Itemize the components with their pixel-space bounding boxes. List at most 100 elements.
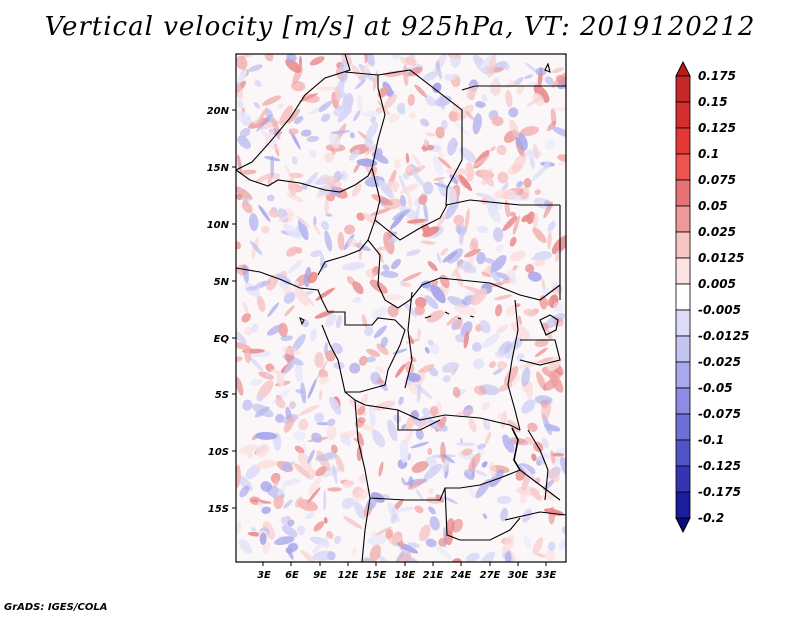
velocity-cell [377,86,389,98]
velocity-cell [393,414,401,423]
velocity-cell [311,432,323,443]
velocity-cell [494,350,506,359]
latitude-axis [232,109,236,509]
velocity-cell [272,118,281,140]
velocity-cell [523,178,532,188]
velocity-cell [236,186,253,200]
velocity-cell [408,66,423,77]
velocity-cell [454,270,464,288]
velocity-cell [548,541,556,551]
velocity-cell [401,423,407,430]
lon-label: 3E [257,570,271,581]
velocity-cell [511,152,527,173]
velocity-cell [313,521,325,532]
velocity-cell [324,542,330,549]
velocity-cell [398,107,406,115]
velocity-cell [480,323,487,332]
velocity-cell [507,419,521,433]
colorbar-label: -0.2 [698,511,724,525]
velocity-cell [456,259,477,274]
velocity-cell [339,170,349,181]
velocity-cell [337,231,345,251]
velocity-cell [248,64,263,72]
velocity-cell [291,156,298,165]
velocity-cell [411,170,427,189]
velocity-cell [453,140,459,147]
velocity-cell [476,225,489,234]
velocity-cell [533,84,550,103]
velocity-cell [552,452,565,457]
velocity-cell [441,362,460,373]
velocity-cell [349,362,361,374]
lat-label: 5S [215,390,229,401]
velocity-cell [515,132,528,151]
velocity-cell [475,478,492,499]
velocity-cell [264,54,274,62]
velocity-cell [285,58,302,73]
velocity-cell [525,263,535,274]
velocity-cell [435,62,442,80]
velocity-cell [283,415,295,433]
velocity-cell [390,513,398,524]
velocity-cell [534,347,548,358]
lon-label: 15E [366,570,387,581]
velocity-cell [256,444,270,458]
velocity-cell [491,67,504,72]
velocity-cell [459,147,477,163]
velocity-cell [265,128,275,143]
velocity-cell [475,192,492,199]
velocity-cell [351,183,362,197]
velocity-cell [357,94,363,112]
velocity-cell [376,343,389,356]
velocity-cell [410,163,420,173]
velocity-cell [447,248,464,264]
velocity-cell [256,295,266,312]
velocity-cell [362,213,381,225]
velocity-cell [442,375,451,383]
velocity-cell [347,238,358,248]
lat-label: 10S [208,447,229,458]
velocity-cell [460,321,473,337]
velocity-cell [237,154,242,174]
velocity-cell [281,346,301,356]
velocity-cell [344,224,356,235]
velocity-cell [453,214,465,226]
colorbar-swatch [675,387,691,415]
velocity-cell [410,441,430,449]
velocity-cell [497,171,509,184]
velocity-cell [314,352,325,368]
colorbar-label: 0.1 [698,147,719,161]
velocity-cell [504,365,519,386]
velocity-cell [435,126,445,139]
velocity-cell [545,549,556,561]
velocity-cell [239,444,259,454]
velocity-cell [294,115,304,125]
velocity-cell [295,496,303,508]
velocity-cell [489,469,504,488]
velocity-cell [364,143,378,156]
velocity-cell [307,449,315,464]
velocity-cell [237,99,244,109]
velocity-cell [440,120,448,130]
velocity-cell [274,536,295,546]
velocity-cell [489,146,496,152]
velocity-cell [559,456,566,475]
velocity-cell [282,478,301,487]
velocity-cell [241,201,253,214]
velocity-cell [296,525,306,536]
velocity-cell [380,270,399,278]
velocity-cell [349,132,355,139]
velocity-cell [446,168,469,176]
velocity-cell [437,156,452,169]
velocity-cell [406,218,427,224]
velocity-cell [352,547,357,556]
colorbar-label: 0.075 [698,173,736,187]
velocity-cell [337,104,345,111]
velocity-cell [448,54,462,59]
velocity-cell [407,480,424,490]
velocity-cell [465,110,475,120]
velocity-cell [307,378,317,399]
velocity-cell [306,135,320,142]
colorbar-label: 0.05 [698,199,728,213]
velocity-cell [377,179,394,199]
